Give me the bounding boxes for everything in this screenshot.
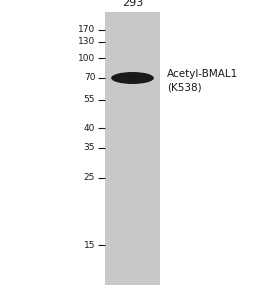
Text: 15: 15 <box>84 241 95 250</box>
Text: 170: 170 <box>78 26 95 34</box>
Text: 100: 100 <box>78 54 95 63</box>
Text: 293: 293 <box>122 0 143 8</box>
Text: 130: 130 <box>78 38 95 46</box>
Text: 40: 40 <box>84 124 95 133</box>
Text: (K538): (K538) <box>167 82 201 92</box>
Text: 25: 25 <box>84 173 95 182</box>
Text: Acetyl-BMAL1: Acetyl-BMAL1 <box>167 69 238 80</box>
Text: 55: 55 <box>84 95 95 104</box>
Text: 35: 35 <box>84 143 95 152</box>
Bar <box>105 12 160 285</box>
Ellipse shape <box>111 72 154 84</box>
Text: 70: 70 <box>84 74 95 82</box>
